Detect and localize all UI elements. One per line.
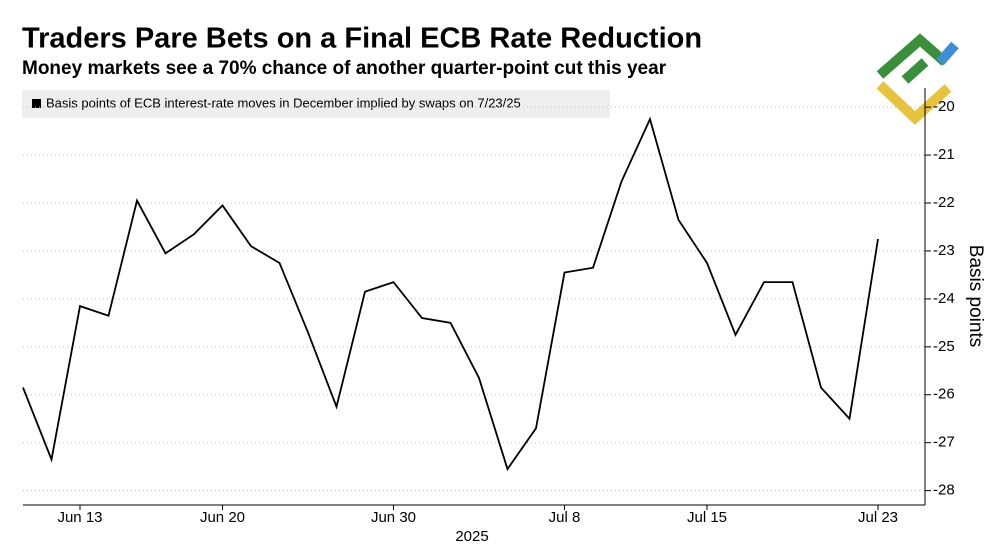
line-series xyxy=(22,116,879,472)
y-tick-label: -27 xyxy=(933,434,955,451)
y-tick-label: -20 xyxy=(933,98,955,115)
y-tick-label: -26 xyxy=(933,386,955,403)
chart-subtitle: Money markets see a 70% chance of anothe… xyxy=(22,58,667,79)
legend-box xyxy=(22,90,610,118)
x-tick-label: Jun 13 xyxy=(57,509,102,526)
legend-label: Basis points of ECB interest-rate moves … xyxy=(46,95,521,110)
x-tick-label: Jun 30 xyxy=(371,509,416,526)
chart-title: Traders Pare Bets on a Final ECB Rate Re… xyxy=(22,23,702,55)
y-tick-label: -22 xyxy=(933,194,955,211)
logo xyxy=(876,33,959,125)
y-tick-label: -23 xyxy=(933,242,955,259)
x-axis-label: 2025 xyxy=(455,528,488,545)
x-tick-label: Jun 20 xyxy=(200,509,245,526)
legend-swatch xyxy=(32,99,41,108)
y-axis-label: Basis points xyxy=(965,245,986,347)
y-tick-label: -28 xyxy=(933,482,955,499)
x-tick-label: Jul 15 xyxy=(687,509,727,526)
y-tick-label: -21 xyxy=(933,146,955,163)
x-tick-label: Jul 23 xyxy=(858,509,898,526)
y-tick-label: -25 xyxy=(933,338,955,355)
x-tick-label: Jul 8 xyxy=(549,509,581,526)
y-tick-label: -24 xyxy=(933,290,955,307)
